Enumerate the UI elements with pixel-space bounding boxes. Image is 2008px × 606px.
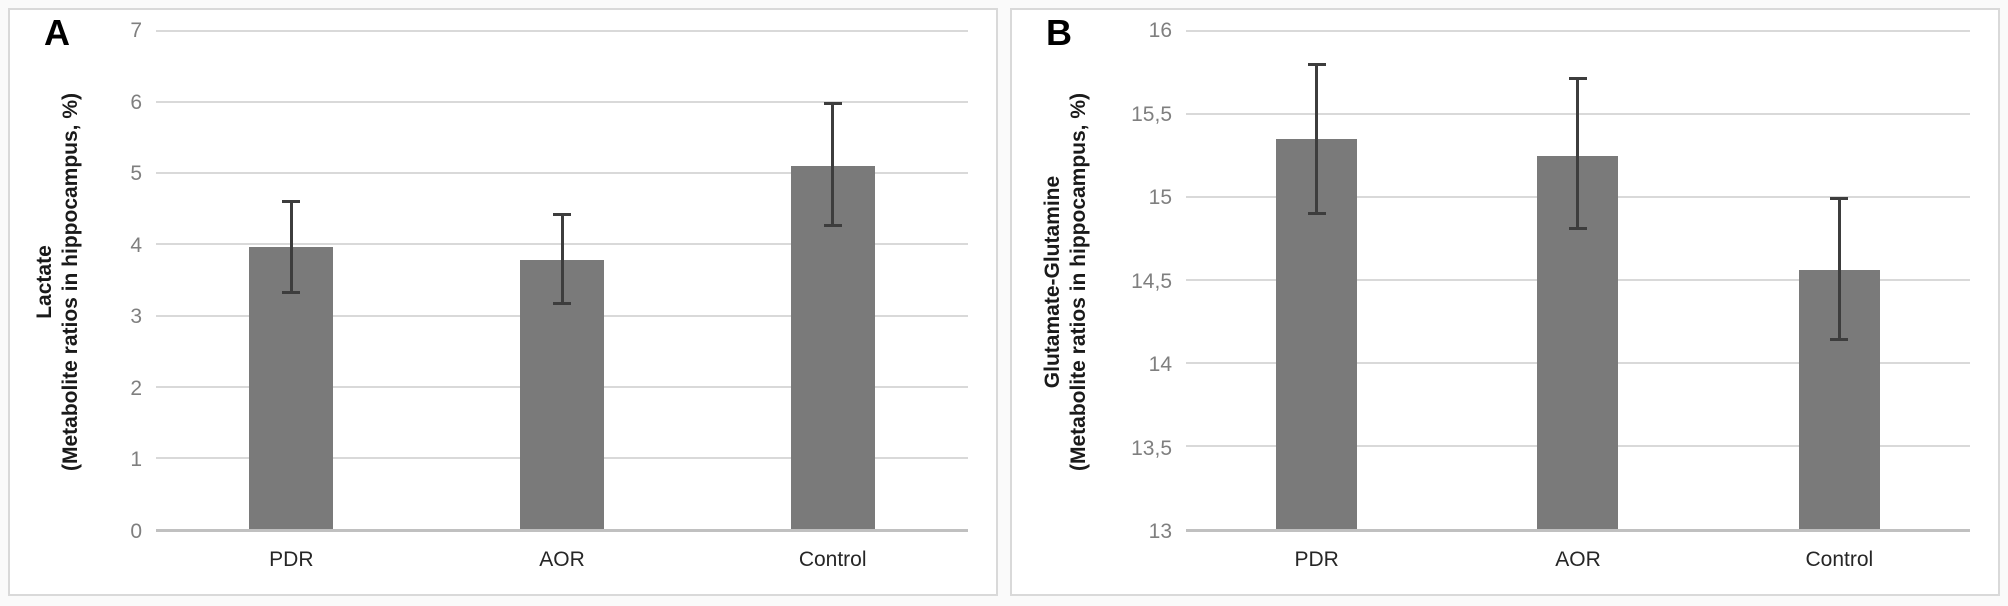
error-bar-top-cap-pdr xyxy=(282,199,301,203)
y-tick-label: 13 xyxy=(1148,520,1172,543)
y-tick-label: 2 xyxy=(130,376,142,400)
category-slot-pdr xyxy=(1186,31,1447,529)
error-bar-top-cap-control xyxy=(823,102,842,106)
y-axis-title-units-a: (Metabolite ratios in hippocampus, %) xyxy=(59,92,82,471)
x-category-label-pdr: PDR xyxy=(269,548,314,571)
error-bar-bottom-cap-control xyxy=(823,223,842,227)
y-axis-tick-labels-a: 0 1 2 3 4 5 6 7 xyxy=(106,19,156,543)
y-axis-title-text-a: Lactate (Metabolite ratios in hippocampu… xyxy=(32,92,84,470)
panel-a-letter: A xyxy=(44,12,70,53)
y-axis-title-units-b: (Metabolite ratios in hippocampus, %) xyxy=(1067,92,1090,471)
bars-row xyxy=(1186,31,1970,529)
panel-a-lactate: A Lactate (Metabolite ratios in hippocam… xyxy=(8,8,998,596)
category-slot-aor xyxy=(1447,31,1708,529)
error-bar-bottom-cap-aor xyxy=(553,301,571,305)
y-tick-label: 16 xyxy=(1148,19,1172,42)
error-bar-bottom-cap-pdr xyxy=(282,291,301,295)
gridline xyxy=(1186,30,1970,32)
y-axis-title-b: Glutamate-Glutamine (Metabolite ratios i… xyxy=(1012,31,1120,532)
category-slot-control xyxy=(697,31,968,529)
bars-row xyxy=(156,31,968,529)
y-tick-label: 4 xyxy=(130,233,142,257)
x-category-label-control: Control xyxy=(798,548,867,571)
glutamate-glutamine-bar-chart: Glutamate-Glutamine (Metabolite ratios i… xyxy=(1012,10,1998,594)
y-tick-label: 14 xyxy=(1148,353,1172,376)
y-tick-label: 3 xyxy=(130,305,142,329)
error-bar-control xyxy=(1837,197,1841,342)
error-bar-pdr xyxy=(1315,62,1319,216)
y-tick-label: 6 xyxy=(130,90,142,114)
error-bar-bottom-cap-control xyxy=(1830,338,1849,342)
x-category-label-pdr: PDR xyxy=(1294,548,1339,571)
y-tick-label: 13,5 xyxy=(1131,436,1172,460)
y-axis-title-text-b: Glutamate-Glutamine (Metabolite ratios i… xyxy=(1040,92,1092,470)
y-tick-label: 15 xyxy=(1148,186,1172,209)
x-category-label-aor: AOR xyxy=(1555,548,1601,571)
error-bar-bottom-cap-pdr xyxy=(1307,212,1326,216)
x-category-label-control: Control xyxy=(1805,548,1874,571)
panel-b-letter: B xyxy=(1046,12,1072,53)
y-tick-label: 14,5 xyxy=(1131,269,1172,293)
category-slot-pdr xyxy=(156,31,427,529)
y-tick-label: 1 xyxy=(130,448,142,472)
lactate-bar-chart: Lactate (Metabolite ratios in hippocampu… xyxy=(10,10,996,594)
x-axis-category-labels-a: PDR AOR Control xyxy=(156,532,968,588)
y-axis-tick-labels-b: 13 13,5 14 14,5 15 15,5 16 xyxy=(1120,19,1186,543)
error-bar-control xyxy=(831,102,835,227)
y-axis-title-metabolite-b: Glutamate-Glutamine xyxy=(1041,175,1064,388)
y-tick-label: 15,5 xyxy=(1131,102,1172,126)
y-tick-label: 5 xyxy=(130,162,142,186)
error-bar-top-cap-aor xyxy=(553,213,571,217)
error-bar-top-cap-aor xyxy=(1568,77,1587,81)
gridline xyxy=(156,30,968,32)
category-slot-aor xyxy=(427,31,698,529)
error-bar-bottom-cap-aor xyxy=(1568,227,1587,231)
gridline xyxy=(156,172,968,175)
y-tick-label: 7 xyxy=(130,19,142,42)
y-tick-label: 0 xyxy=(130,520,142,543)
error-bar-pdr xyxy=(289,199,293,295)
category-slot-control xyxy=(1709,31,1970,529)
panel-b-glutamate-glutamine: B Glutamate-Glutamine (Metabolite ratios… xyxy=(1010,8,2000,596)
x-axis-category-labels-b: PDR AOR Control xyxy=(1186,532,1970,588)
y-axis-title-a: Lactate (Metabolite ratios in hippocampu… xyxy=(10,31,106,532)
error-bar-aor xyxy=(560,213,564,305)
plot-area-a xyxy=(156,30,968,532)
gridline xyxy=(156,101,968,104)
bar-aor xyxy=(520,260,604,529)
y-axis-title-metabolite-a: Lactate xyxy=(33,244,56,319)
error-bar-top-cap-pdr xyxy=(1307,62,1326,66)
plot-area-b xyxy=(1186,30,1970,532)
x-category-label-aor: AOR xyxy=(539,548,585,571)
error-bar-top-cap-control xyxy=(1830,197,1849,201)
error-bar-aor xyxy=(1576,77,1580,231)
